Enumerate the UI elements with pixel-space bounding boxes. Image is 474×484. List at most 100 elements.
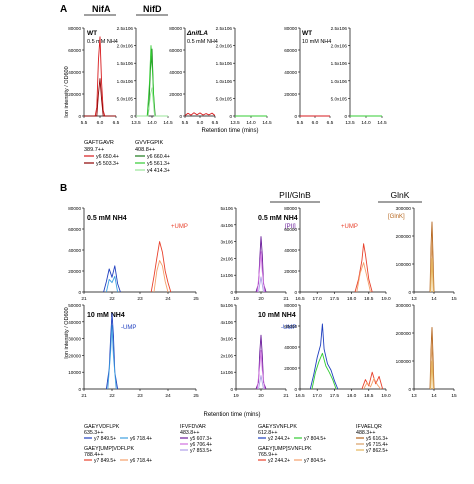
y-tick-label: 40000: [284, 70, 297, 75]
series-line-2: [136, 87, 168, 117]
y-tick-label: 0: [130, 114, 133, 119]
y-tick-label: 20000: [68, 353, 81, 358]
x-tick-label: 18.0: [347, 296, 357, 302]
x-tick-label: 20: [258, 393, 264, 399]
cond-wt-low: WT: [87, 30, 97, 37]
x-tick-label: 14.0: [147, 120, 157, 126]
plot-10: 0 10000 20000 30000 40000 50000 21 22 23 24 25: [68, 303, 199, 399]
legend-mass: 389.7++: [84, 147, 104, 153]
y-tick-label: 2.5x106: [331, 26, 348, 31]
panel-a-y-axis-label: Ion intensity / OD600: [64, 66, 70, 117]
y-tick-label: 0: [78, 290, 81, 295]
legend-peptide-ump: GAEY[UMP]SVNFLPK: [258, 446, 312, 452]
plot-0: 0 20000 40000 60000 80000 5.5 6.0 6.5: [68, 26, 119, 126]
legend-ion: y2 244.2+: [268, 436, 290, 442]
y-tick-label: 0: [408, 387, 411, 392]
x-tick-label: 5.5: [81, 120, 88, 126]
x-tick-label: 22: [109, 393, 115, 399]
y-tick-label: 0: [344, 114, 347, 119]
x-tick-label: 17.5: [330, 393, 340, 399]
x-tick-label: 23: [137, 393, 143, 399]
y-tick-label: 60000: [284, 48, 297, 53]
x-tick-label: 20: [258, 296, 264, 302]
legend-mass: 483.8++: [180, 430, 199, 436]
series-line-0: [354, 243, 373, 293]
x-tick-label: 6.0: [197, 120, 204, 126]
legend-ion: y5 561.3+: [147, 161, 170, 167]
series-line-1: [136, 45, 168, 117]
legend-ion: y6 660.4+: [147, 154, 170, 160]
y-tick-label: 80000: [284, 26, 297, 31]
series-line-2: [430, 257, 434, 293]
y-tick-label: 2x106: [220, 353, 233, 358]
x-tick-label: 23: [137, 296, 143, 302]
y-tick-label: 2.0x106: [216, 44, 233, 49]
y-tick-label: 2.0x106: [117, 44, 134, 49]
y-tick-label: 20000: [68, 92, 81, 97]
y-tick-label: 20000: [169, 92, 182, 97]
y-tick-label: 30000: [68, 337, 81, 342]
y-tick-label: 1.5x106: [331, 61, 348, 66]
y-tick-label: 1.5x106: [117, 61, 134, 66]
legend-peptide: GAEYSVNFLPK: [258, 424, 297, 430]
y-tick-label: 0: [230, 387, 233, 392]
plot-12: 0 20000 40000 60000 80000 16.5 17.0 17.5 18.0 18.…: [284, 303, 391, 399]
y-tick-label: 5x106: [220, 303, 233, 308]
legend-peptide-ump: GAEY[UMP]VDFLPK: [84, 446, 135, 452]
y-tick-label: 60000: [284, 324, 297, 329]
nifa-title: NifA: [92, 4, 111, 14]
legend-ion: y2 244.2+: [268, 458, 290, 464]
series-line-1: [107, 324, 117, 390]
y-tick-label: 80000: [284, 206, 297, 211]
plot-8: 0 20000 40000 60000 80000 16.5 17.0 17.5 18.0 18.…: [284, 206, 391, 302]
series-line-0: [84, 36, 116, 117]
x-tick-label: 14.5: [163, 120, 173, 126]
legend-peptide: IFVFDVAR: [180, 424, 206, 430]
x-tick-label: 22: [109, 296, 115, 302]
panel-b-x-axis-label: Retention time (mins): [203, 412, 260, 418]
y-tick-label: 300000: [396, 303, 412, 308]
x-tick-label: 6.0: [97, 120, 104, 126]
x-tick-label: 6.5: [327, 120, 334, 126]
plot-1: 0 5.0x105 1.0x106 1.5x106 2.0x106 2.5x106 13.5…: [117, 26, 173, 126]
x-tick-label: 14.0: [246, 120, 256, 126]
series-line-2: [150, 241, 172, 293]
y-tick-label: 80000: [284, 303, 297, 308]
y-tick-label: 60000: [68, 48, 81, 53]
legend-mass: 408.8++: [135, 147, 155, 153]
cond-wt-low-sub: 0.5 mM NH4: [87, 39, 118, 45]
series-line-0: [309, 323, 339, 390]
x-tick-label: 16.5: [295, 296, 305, 302]
series-line-1: [311, 352, 337, 390]
y-tick-label: 1.0x106: [216, 79, 233, 84]
series-line-0: [184, 112, 216, 116]
x-tick-label: 14.5: [262, 120, 272, 126]
legend-ion: y7 804.5+: [304, 436, 326, 442]
x-tick-label: 24: [165, 393, 171, 399]
x-tick-label: 25: [193, 393, 199, 399]
x-tick-label: 21: [283, 296, 289, 302]
y-tick-label: 1.0x106: [331, 79, 348, 84]
plot-6: 0 20000 40000 60000 80000 21 22 23 24 25: [68, 206, 199, 302]
x-tick-label: 6.5: [113, 120, 120, 126]
x-tick-label: 18.0: [347, 393, 357, 399]
series-line-1: [256, 251, 266, 293]
series-line-0: [105, 312, 119, 390]
series-line-0: [103, 265, 121, 293]
plot-3: 0 5.0x105 1.0x106 1.5x106 2.0x106 2.5x106 13.5…: [216, 26, 272, 126]
y-tick-label: 3x106: [220, 240, 233, 245]
y-tick-label: 60000: [284, 227, 297, 232]
legend-peptide: GAEYVDFLPK: [84, 424, 120, 430]
x-tick-label: 16.5: [295, 393, 305, 399]
plot-13: 0 100000 200000 300000 13 14 15: [396, 303, 457, 399]
series-line-0: [255, 236, 267, 293]
x-tick-label: 14: [431, 296, 437, 302]
cond-wt-high-sub: 10 mM NH4: [302, 39, 331, 45]
x-tick-label: 14: [431, 393, 437, 399]
